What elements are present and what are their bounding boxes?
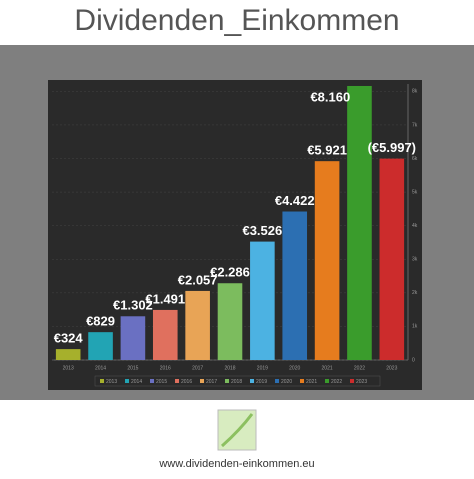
x-tick-label: 2018 (224, 365, 235, 371)
x-tick-label: 2014 (95, 365, 106, 371)
value-label: €5.921 (307, 143, 347, 158)
legend-label: 2013 (106, 379, 117, 385)
legend-label: 2019 (256, 379, 267, 385)
value-label: €3.526 (242, 223, 282, 238)
bar (120, 316, 146, 360)
value-label: €829 (86, 314, 115, 329)
value-label: (€5.997) (368, 140, 416, 155)
legend-box (94, 375, 381, 387)
legend-swatch (325, 379, 329, 383)
bar (314, 161, 340, 360)
legend-label: 2021 (306, 379, 317, 385)
x-tick-label: 2015 (127, 365, 138, 371)
y-tick-label: 1k (412, 324, 418, 330)
legend-label: 2014 (131, 379, 142, 385)
y-tick-label: 2k (412, 290, 418, 296)
bar (347, 85, 372, 361)
bar (217, 283, 243, 360)
y-tick-label: 5k (412, 189, 418, 195)
x-tick-label: 2019 (257, 365, 268, 371)
y-tick-label: 3k (412, 257, 418, 263)
bar (152, 309, 178, 360)
legend-label: 2015 (156, 379, 167, 385)
legend-label: 2018 (231, 379, 242, 385)
legend-swatch (250, 379, 254, 383)
logo-mark (221, 413, 254, 448)
x-tick-label: 2020 (289, 365, 300, 371)
value-label: €324 (54, 331, 84, 346)
bar (379, 158, 405, 360)
bar (250, 241, 275, 360)
x-tick-label: 2021 (322, 365, 333, 371)
x-tick-label: 2013 (63, 365, 74, 371)
legend-swatch (100, 379, 104, 383)
y-tick-label: 4k (412, 223, 418, 229)
value-label: €2.286 (210, 265, 250, 280)
legend-label: 2017 (206, 379, 217, 385)
value-label: €8.160 (310, 89, 350, 104)
bar (185, 290, 210, 360)
y-tick-label: 7k (412, 122, 418, 128)
legend-swatch (150, 379, 154, 383)
legend-label: 2022 (331, 379, 342, 385)
y-tick-label: 6k (412, 156, 418, 162)
x-tick-label: 2023 (386, 365, 397, 371)
legend-swatch (300, 379, 304, 383)
legend-swatch (125, 379, 129, 383)
y-tick-label: 0 (412, 357, 415, 363)
value-label: €1.491 (145, 291, 185, 306)
value-label: €1.302 (113, 298, 153, 313)
x-tick-label: 2022 (354, 365, 365, 371)
legend-label: 2016 (181, 379, 192, 385)
value-label: €2.057 (178, 272, 218, 287)
y-tick-label: 8k (412, 89, 418, 95)
bar (55, 349, 81, 360)
bar (88, 332, 113, 360)
bar (282, 211, 308, 360)
value-label: €4.422 (275, 193, 315, 208)
x-tick-label: 2017 (192, 365, 203, 371)
legend-swatch (225, 379, 229, 383)
legend-swatch (175, 379, 179, 383)
legend-swatch (350, 379, 354, 383)
x-tick-label: 2016 (160, 365, 171, 371)
legend-swatch (200, 379, 204, 383)
footer-url: www.dividenden-einkommen.eu (158, 458, 314, 470)
legend-label: 2020 (281, 379, 292, 385)
legend-swatch (275, 379, 279, 383)
legend-label: 2023 (356, 379, 367, 385)
chart-title: Dividenden_Einkommen (74, 4, 399, 37)
